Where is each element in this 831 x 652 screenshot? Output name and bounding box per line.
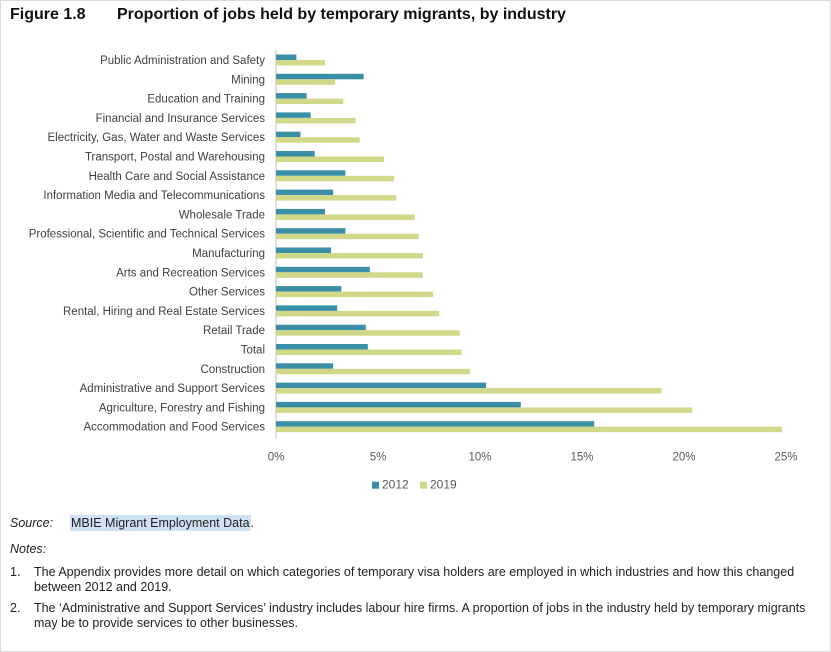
figure-number: Figure 1.8 — [10, 6, 86, 23]
category-label: Wholesale Trade — [179, 209, 265, 221]
source-line: Source: MBIE Migrant Employment Data. — [10, 515, 255, 531]
category-label: Arts and Recreation Services — [116, 267, 265, 279]
bar-2012-12 — [276, 266, 370, 273]
bar-2012-9 — [276, 208, 325, 215]
note-number: 1. — [10, 565, 21, 579]
category-label: Other Services — [189, 287, 265, 299]
bar-2019-4 — [276, 117, 356, 124]
figure-title-text: Proportion of jobs held by temporary mig… — [117, 6, 566, 23]
bar-2012-6 — [276, 151, 315, 157]
category-label: Transport, Postal and Warehousing — [85, 152, 265, 164]
bar-2012-16 — [276, 344, 368, 350]
category-label: Rental, Hiring and Real Estate Services — [63, 306, 265, 318]
bar-2012-14 — [276, 305, 338, 311]
category-label: Manufacturing — [192, 248, 265, 260]
bar-2012-10 — [276, 228, 346, 234]
note-text: The ‘Administrative and Support Services… — [34, 601, 806, 630]
bar-2012-18 — [276, 382, 487, 389]
bar-2019-8 — [276, 195, 397, 201]
bar-2019-6 — [276, 156, 385, 162]
bar-2012-5 — [276, 131, 301, 138]
x-tick-label: 0% — [268, 452, 285, 464]
bar-2012-3 — [276, 93, 307, 99]
category-label: Electricity, Gas, Water and Waste Servic… — [48, 132, 266, 144]
x-tick-label: 10% — [468, 452, 491, 464]
legend-swatch-2012 — [372, 481, 379, 489]
note-text: The Appendix provides more detail on whi… — [34, 565, 795, 594]
category-label: Total — [241, 345, 265, 357]
note-item-1: 1. The Appendix provides more detail on … — [10, 565, 810, 595]
bar-2019-10 — [276, 233, 419, 240]
category-label: Public Administration and Safety — [100, 55, 265, 67]
bar-2019-20 — [276, 426, 782, 433]
x-tick-label: 15% — [570, 452, 593, 464]
bar-2012-4 — [276, 112, 311, 118]
x-tick-label: 5% — [370, 452, 387, 464]
legend-label-2012: 2012 — [382, 478, 409, 492]
bar-2019-5 — [276, 137, 360, 143]
figure-title: Figure 1.8 Proportion of jobs held by tem… — [10, 6, 566, 24]
source-suffix: . — [250, 516, 255, 530]
bar-2019-13 — [276, 291, 434, 298]
note-item-2: 2. The ‘Administrative and Support Servi… — [10, 601, 810, 631]
bar-2019-14 — [276, 310, 440, 317]
category-label: Agriculture, Forestry and Fishing — [99, 402, 265, 414]
bar-2019-15 — [276, 330, 460, 336]
category-label: Mining — [231, 74, 265, 86]
bar-2012-7 — [276, 170, 346, 176]
bar-2019-7 — [276, 175, 395, 182]
legend-label-2019: 2019 — [430, 478, 457, 492]
bar-2019-17 — [276, 368, 470, 375]
bar-2012-11 — [276, 247, 332, 253]
bar-2012-17 — [276, 363, 334, 369]
bar-chart: Public Administration and Safety Mining Ed… — [29, 50, 798, 492]
bar-2012-19 — [276, 401, 521, 408]
category-label: Accommodation and Food Services — [83, 422, 265, 434]
bar-2012-1 — [276, 54, 297, 60]
category-label: Information Media and Telecommunications — [43, 190, 265, 202]
bar-2012-20 — [276, 421, 595, 427]
category-label: Retail Trade — [203, 325, 265, 337]
category-label: Construction — [200, 364, 265, 376]
bar-2019-12 — [276, 272, 423, 278]
category-label: Administrative and Support Services — [80, 383, 266, 395]
legend-swatch-2019 — [420, 481, 427, 489]
category-label: Financial and Insurance Services — [96, 113, 266, 125]
bar-2019-9 — [276, 214, 415, 220]
category-label: Professional, Scientific and Technical S… — [29, 229, 266, 241]
source-label: Source: — [10, 516, 54, 530]
bar-2012-13 — [276, 286, 342, 292]
bar-2019-19 — [276, 407, 693, 413]
bar-2019-3 — [276, 98, 344, 105]
bar-2019-18 — [276, 388, 662, 394]
category-label: Health Care and Social Assistance — [89, 171, 265, 183]
bar-2019-1 — [276, 60, 325, 66]
category-label: Education and Training — [147, 94, 265, 106]
bar-2019-16 — [276, 349, 462, 355]
bar-2019-2 — [276, 79, 336, 85]
bar-2012-2 — [276, 73, 364, 80]
bar-2019-11 — [276, 253, 423, 259]
note-number: 2. — [10, 601, 21, 615]
x-tick-label: 20% — [672, 452, 695, 464]
bar-2012-8 — [276, 189, 334, 196]
notes-heading: Notes: — [10, 542, 47, 556]
source-text: MBIE Migrant Employment Data — [70, 515, 251, 531]
x-tick-label: 25% — [774, 452, 797, 464]
bar-2012-15 — [276, 324, 366, 331]
